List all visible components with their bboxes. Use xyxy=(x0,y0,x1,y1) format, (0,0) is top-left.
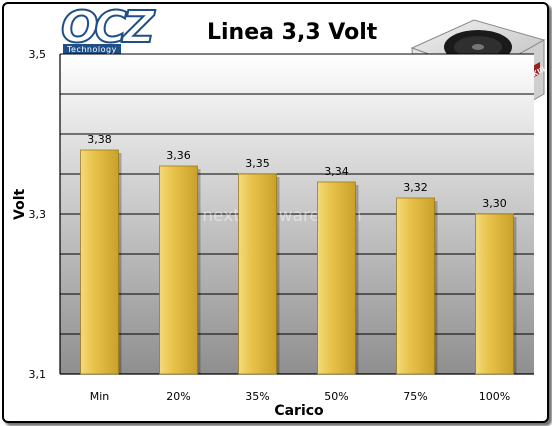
value-label: 3,30 xyxy=(482,197,507,210)
value-label: 3,38 xyxy=(87,133,112,146)
bar xyxy=(159,165,198,375)
x-tick-label: 100% xyxy=(479,390,510,403)
bar xyxy=(475,213,514,375)
bar xyxy=(317,181,356,375)
value-label: 3,34 xyxy=(324,165,349,178)
bar-chart: nexthardware.com 3,383,363,353,343,323,3… xyxy=(12,48,534,419)
y-tick-label: 3,5 xyxy=(29,48,47,61)
chart-frame: OCZ Technology Linea 3,3 Volt SILENCER M… xyxy=(2,2,549,423)
bar xyxy=(80,149,119,375)
value-labels: 3,38 3,36 3,35 3,34 3,32 3,30 xyxy=(87,133,507,210)
y-axis-label: Volt xyxy=(12,189,28,220)
y-tick-label: 3,3 xyxy=(29,208,47,221)
x-axis-label: Carico xyxy=(274,403,324,419)
x-tick-label: 50% xyxy=(324,390,348,403)
bars xyxy=(80,149,517,375)
logo-subtitle: Technology xyxy=(63,44,121,55)
gridlines xyxy=(59,53,534,375)
value-label: 3,36 xyxy=(166,149,191,162)
x-tick-label: Min xyxy=(90,390,110,403)
bar xyxy=(238,173,277,375)
x-tick-label: 75% xyxy=(403,390,427,403)
x-tick-label: 35% xyxy=(245,390,269,403)
x-tick-labels: Min 20% 35% 50% 75% 100% xyxy=(90,390,510,403)
value-label: 3,32 xyxy=(403,181,428,194)
x-tick-label: 20% xyxy=(166,390,190,403)
value-label: 3,35 xyxy=(245,157,270,170)
ocz-logo: OCZ Technology xyxy=(60,4,186,56)
y-tick-label: 3,1 xyxy=(29,368,47,381)
chart-title: Linea 3,3 Volt xyxy=(207,20,378,45)
bar xyxy=(396,197,435,375)
y-tick-labels: 3,1 3,3 3,5 xyxy=(29,48,47,381)
